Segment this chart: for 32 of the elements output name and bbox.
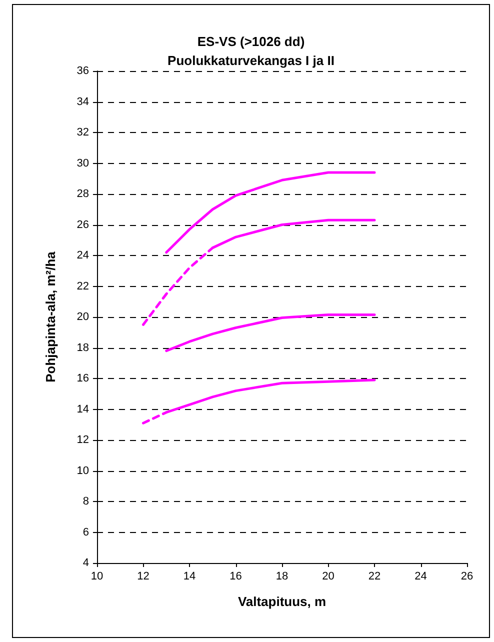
y-tick-label: 20 bbox=[76, 311, 89, 323]
y-tick-label: 34 bbox=[76, 96, 89, 108]
y-tick-label: 14 bbox=[76, 403, 89, 416]
x-tick-label: 14 bbox=[183, 570, 196, 582]
y-tick-label: 6 bbox=[82, 526, 89, 538]
y-tick-label: 16 bbox=[76, 372, 89, 384]
x-tick-label: 18 bbox=[276, 570, 288, 582]
y-tick-label: 30 bbox=[76, 157, 89, 170]
line-series bbox=[165, 171, 376, 254]
y-tick-label: 8 bbox=[82, 496, 89, 508]
y-tick-label: 22 bbox=[76, 280, 89, 292]
chart-title: ES-VS (>1026 dd) bbox=[197, 34, 305, 49]
line-series bbox=[165, 313, 376, 352]
x-tick-label: 20 bbox=[322, 570, 334, 582]
x-tick-label: 12 bbox=[137, 570, 150, 582]
y-tick-label: 32 bbox=[76, 126, 89, 138]
x-axis-title: Valtapituus, m bbox=[238, 594, 326, 609]
y-tick-label: 36 bbox=[76, 65, 89, 77]
x-tick-label: 24 bbox=[414, 570, 427, 582]
y-axis-title: Pohjapinta-ala, m²/ha bbox=[43, 250, 58, 382]
y-tick-label: 18 bbox=[76, 342, 89, 354]
y-tick-label: 4 bbox=[82, 557, 89, 569]
y-tick-label: 10 bbox=[76, 464, 89, 477]
x-tick-label: 22 bbox=[368, 570, 381, 582]
y-tick-label: 12 bbox=[76, 434, 89, 446]
y-tick-label: 24 bbox=[76, 250, 89, 262]
x-tick-label: 16 bbox=[230, 570, 242, 582]
x-tick-label: 26 bbox=[460, 570, 474, 582]
y-tick-label: 26 bbox=[76, 218, 89, 231]
y-tick-label: 28 bbox=[76, 188, 89, 200]
x-tick-label: 10 bbox=[90, 570, 104, 582]
chart-subtitle: Puolukkaturvekangas I ja II bbox=[168, 53, 334, 68]
